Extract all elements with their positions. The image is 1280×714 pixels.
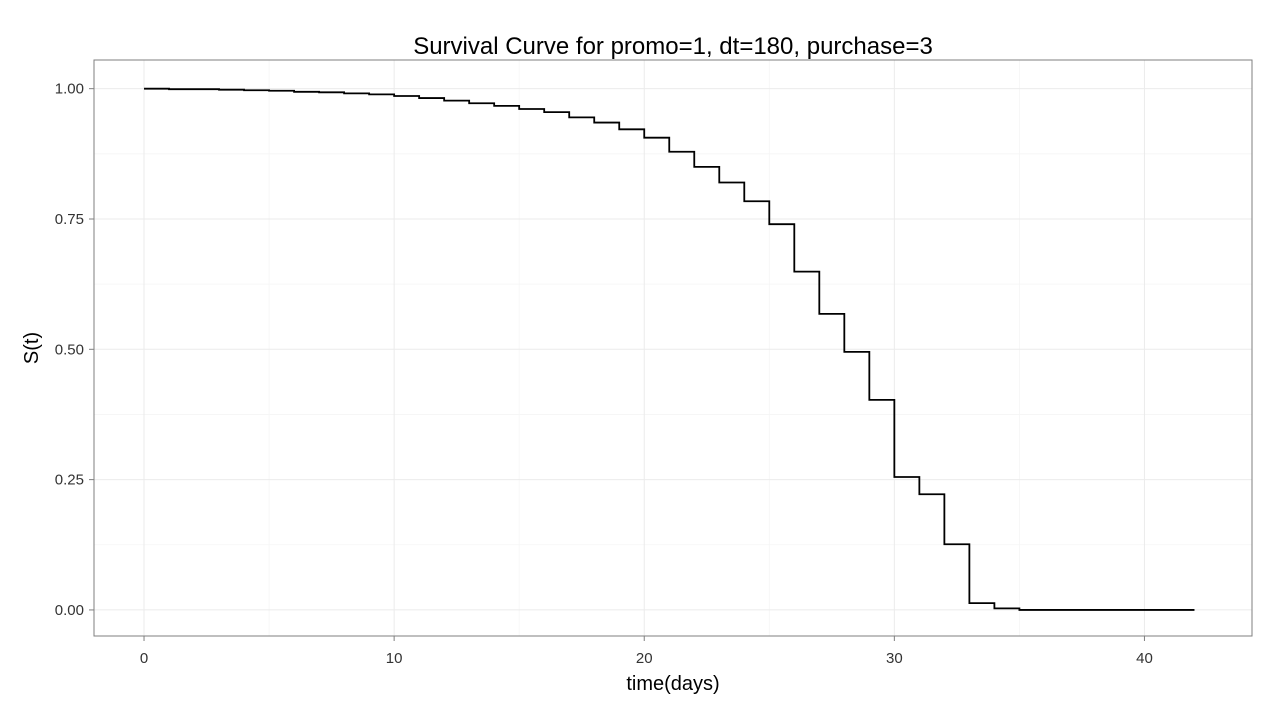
x-tick-label: 30 [886, 650, 903, 667]
x-tick-label: 20 [636, 650, 653, 667]
x-tick-label: 10 [386, 650, 403, 667]
survival-step-line [144, 87, 1195, 611]
x-tick-label: 40 [1136, 650, 1153, 667]
y-axis-title: S(t) [21, 332, 43, 364]
y-tick-label: 0.75 [55, 211, 84, 228]
plot-border [93, 59, 1253, 637]
y-tick-label: 0.25 [55, 472, 84, 489]
chart-title: Survival Curve for promo=1, dt=180, purc… [413, 33, 933, 60]
y-tick-label: 1.00 [55, 81, 84, 98]
x-tick-label: 0 [140, 650, 148, 667]
grid-layer [94, 60, 1252, 636]
y-tick-label: 0.50 [55, 341, 84, 358]
plot-panel [94, 60, 1252, 636]
x-axis-title: time(days) [626, 673, 719, 695]
curve-layer [144, 87, 1195, 611]
x-axis-ticks: 0 10 20 30 40 [140, 636, 1153, 667]
y-tick-label: 0.00 [55, 602, 84, 619]
y-axis-ticks: 0.00 0.25 0.50 0.75 1.00 [55, 81, 94, 619]
